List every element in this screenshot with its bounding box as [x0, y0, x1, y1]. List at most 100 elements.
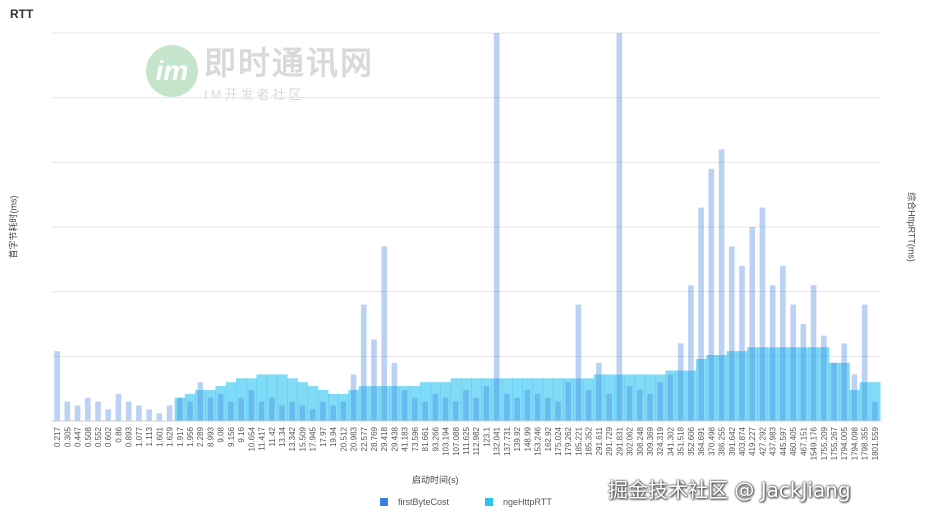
x-tick-label: 0.602 — [104, 426, 113, 447]
bar-firstbytecost — [422, 401, 428, 421]
bar-firstbytecost — [125, 401, 132, 421]
tick-layer: 0.217 0.305 0.447 0.508 0.552 0.602 0.86 0.893 1… — [53, 426, 880, 460]
bar-ngehttprtt — [869, 382, 881, 421]
bar-firstbytecost — [105, 409, 112, 421]
x-tick-label: 179.262 — [564, 426, 573, 455]
bar-ngehttprtt — [777, 347, 789, 421]
bar-ngehttprtt — [491, 378, 503, 421]
x-tick-label: 460.405 — [789, 426, 798, 455]
bar-ngehttprtt — [583, 378, 595, 421]
bar-ngehttprtt — [655, 374, 666, 421]
x-tick-label: 137.731 — [503, 426, 512, 455]
x-tick-label: 419.227 — [748, 426, 757, 455]
bar-ngehttprtt — [604, 374, 615, 421]
bar-firstbytecost — [606, 393, 612, 421]
bar-firstbytecost — [176, 397, 183, 421]
watermark-credit: 掘金技术社区 @ JackJiang — [608, 478, 851, 502]
x-tick-label: 139.92 — [513, 426, 522, 451]
bar-firstbytecost — [330, 405, 336, 421]
x-tick-label: 103.194 — [442, 426, 451, 455]
x-tick-label: 1.917 — [176, 426, 185, 447]
bar-firstbytecost — [851, 374, 858, 421]
bar-firstbytecost — [616, 33, 623, 421]
legend-item-ngehttprtt[interactable]: ngeHttpRTT — [485, 497, 552, 507]
bar-firstbytecost — [463, 389, 469, 421]
bar-ngehttprtt — [205, 389, 217, 421]
x-tick-label: 0.217 — [53, 426, 62, 447]
x-tick-label: 467.151 — [799, 426, 808, 455]
bar-ngehttprtt — [256, 374, 268, 421]
bar-firstbytecost — [156, 413, 163, 421]
bar-firstbytecost — [534, 393, 541, 421]
x-tick-label: 112.982 — [472, 426, 481, 455]
bar-firstbytecost — [309, 409, 316, 421]
bar-firstbytecost — [360, 304, 367, 421]
legend-label-firstbytecost: firstByteCost — [398, 497, 450, 507]
series-layer — [54, 33, 881, 421]
bar-ngehttprtt — [552, 378, 564, 421]
bar-ngehttprtt — [430, 382, 441, 421]
bar-firstbytecost — [708, 168, 715, 421]
x-tick-label: 11.42 — [268, 426, 277, 446]
bar-firstbytecost — [238, 397, 244, 421]
x-tick-label: 17.97 — [319, 426, 328, 447]
bar-ngehttprtt — [767, 347, 779, 421]
x-tick-label: 308.248 — [636, 426, 645, 455]
legend-item-firstbytecost[interactable]: firstByteCost — [380, 497, 449, 507]
x-tick-label: 123.1 — [482, 426, 491, 447]
bar-ngehttprtt — [512, 378, 523, 421]
x-tick-label: 93.266 — [431, 426, 440, 451]
x-tick-label: 9.16 — [237, 426, 246, 442]
bar-firstbytecost — [728, 246, 735, 421]
bar-firstbytecost — [64, 401, 71, 421]
x-tick-label: 28.769 — [370, 426, 379, 451]
x-tick-label: 0.552 — [94, 426, 103, 447]
x-tick-label: 437.983 — [769, 426, 778, 455]
x-tick-label: 291.831 — [615, 426, 624, 455]
bar-ngehttprtt — [276, 374, 288, 421]
bar-firstbytecost — [769, 285, 776, 421]
bar-firstbytecost — [483, 386, 490, 421]
x-tick-label: 29.438 — [390, 426, 399, 451]
x-tick-label: 370.498 — [707, 426, 716, 455]
bar-ngehttprtt — [420, 382, 431, 421]
bar-ngehttprtt — [522, 378, 533, 421]
bar-firstbytecost — [299, 405, 306, 421]
bar-firstbytecost — [268, 397, 275, 421]
x-tick-label: 291.729 — [605, 426, 614, 455]
bar-firstbytecost — [350, 374, 357, 421]
bar-ngehttprtt — [696, 358, 707, 421]
bar-firstbytecost — [861, 304, 868, 421]
bar-ngehttprtt — [266, 374, 278, 421]
bar-ngehttprtt — [757, 347, 769, 421]
x-tick-label: 302.062 — [626, 426, 635, 455]
x-tick-label: 1.077 — [135, 426, 144, 447]
chart-legend: firstByteCost ngeHttpRTT — [380, 497, 552, 507]
bar-ngehttprtt — [798, 347, 809, 421]
x-tick-label: 1.629 — [166, 426, 175, 447]
bar-firstbytecost — [136, 405, 142, 421]
x-tick-label: 1.601 — [155, 426, 164, 447]
bar-firstbytecost — [565, 382, 572, 421]
bar-ngehttprtt — [287, 378, 298, 421]
chart-title: RTT — [10, 7, 34, 21]
bar-ngehttprtt — [788, 347, 799, 421]
bar-firstbytecost — [115, 393, 122, 421]
x-tick-label: 185.221 — [574, 426, 583, 455]
bar-firstbytecost — [504, 393, 510, 421]
x-tick-label: 1755.209 — [820, 426, 829, 460]
x-tick-label: 427.292 — [758, 426, 767, 455]
x-tick-label: 364.691 — [697, 426, 706, 455]
bar-firstbytecost — [841, 343, 848, 421]
bar-firstbytecost — [279, 405, 285, 421]
x-tick-label: 153.246 — [534, 426, 543, 455]
bar-firstbytecost — [371, 339, 377, 421]
bar-firstbytecost — [84, 397, 91, 421]
x-tick-label: 17.945 — [309, 426, 318, 451]
bar-firstbytecost — [320, 401, 326, 421]
bar-ngehttprtt — [808, 347, 820, 421]
bar-firstbytecost — [187, 401, 193, 421]
bar-ngehttprtt — [634, 374, 646, 421]
bar-firstbytecost — [340, 401, 347, 421]
